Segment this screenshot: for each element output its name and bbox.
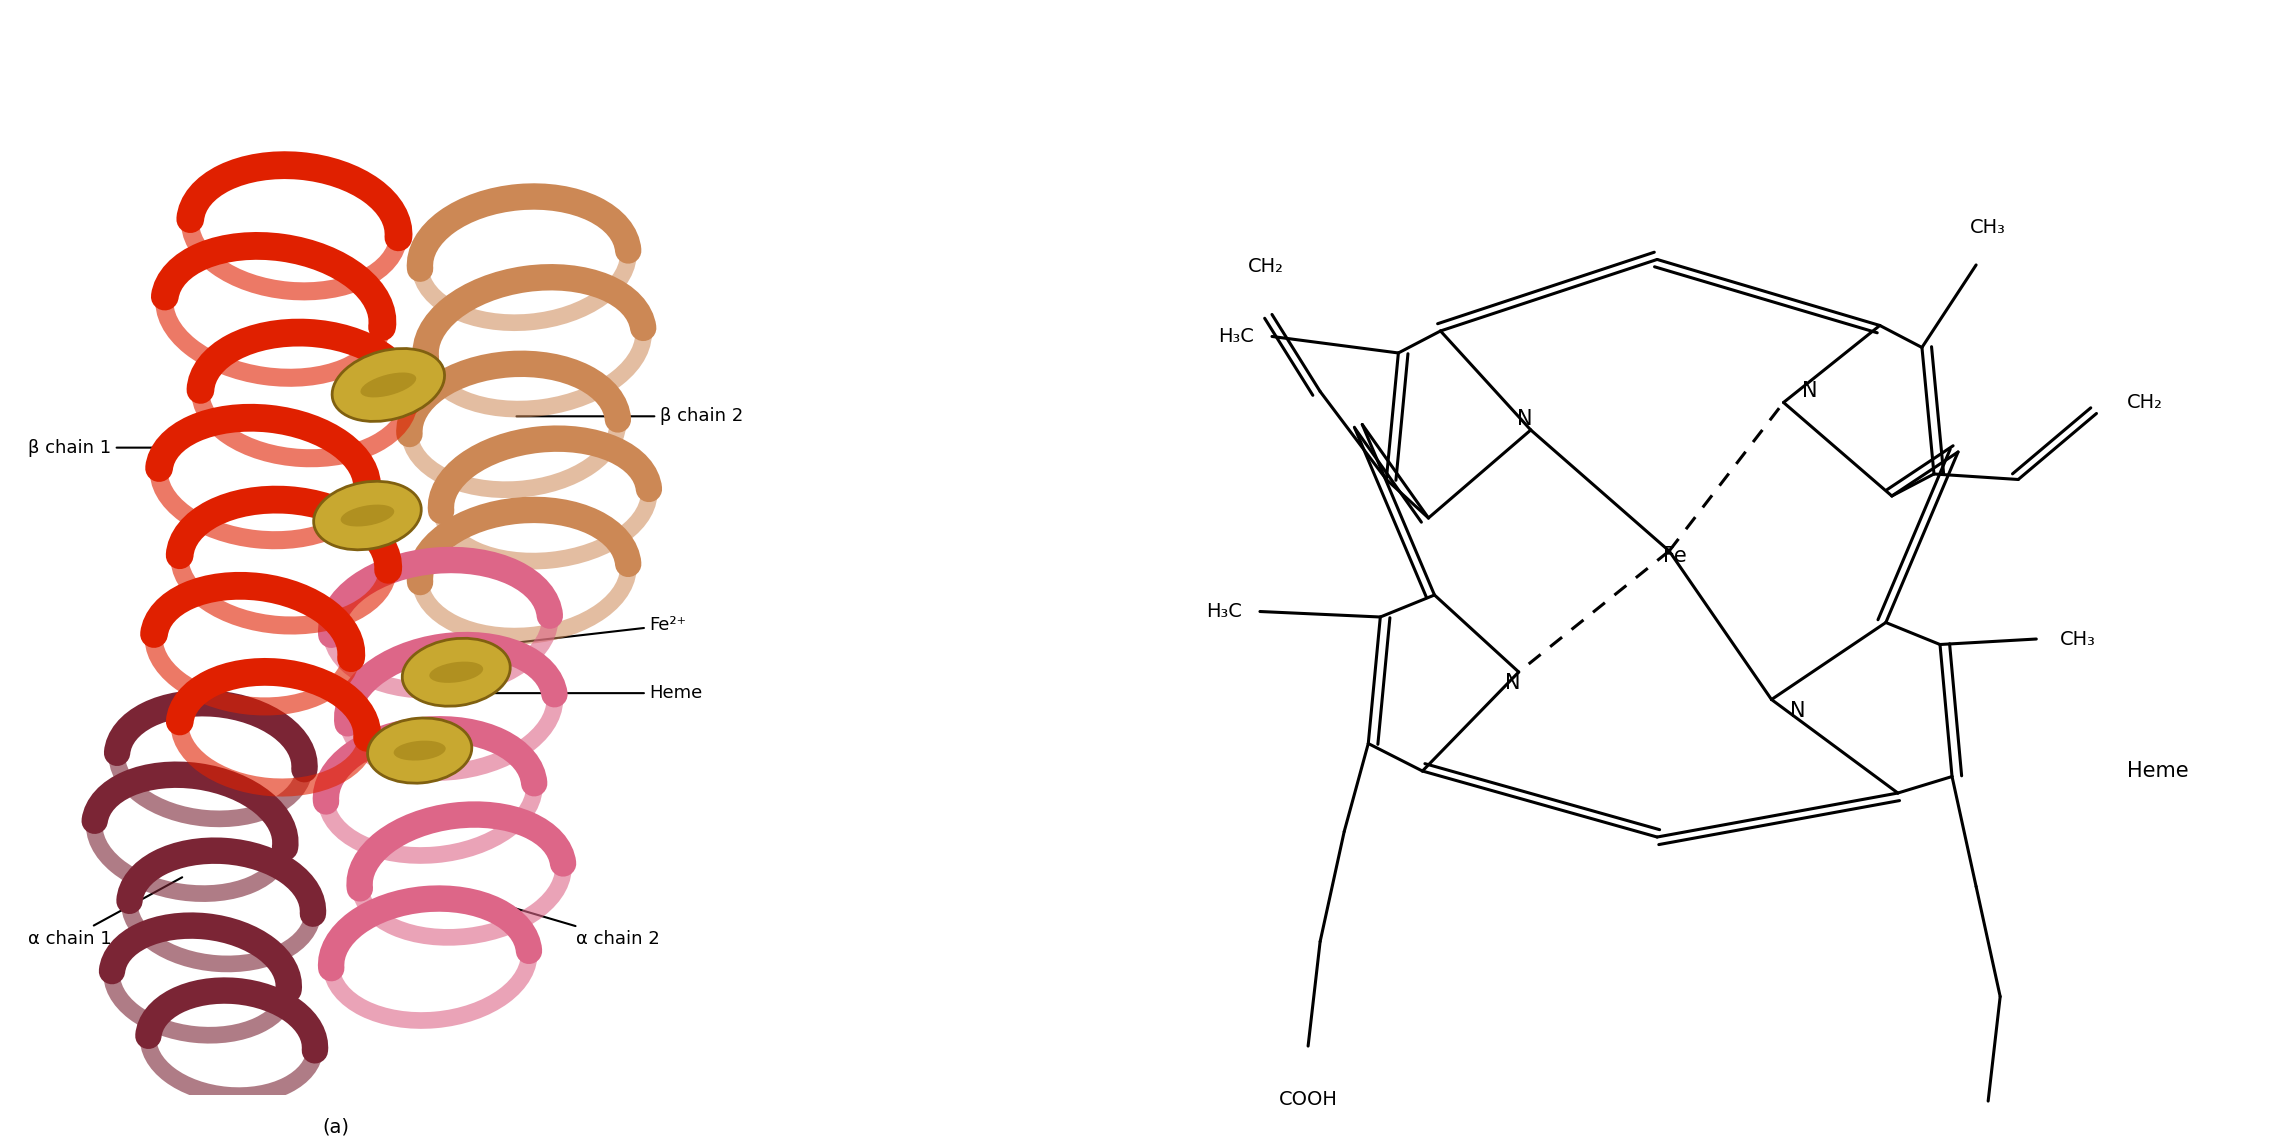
Ellipse shape: [393, 740, 445, 761]
Text: N: N: [1506, 673, 1522, 693]
Text: N: N: [1801, 382, 1817, 401]
Text: Heme: Heme: [2126, 761, 2189, 782]
Text: β chain 1: β chain 1: [27, 439, 182, 456]
Text: Heme: Heme: [434, 684, 702, 702]
Ellipse shape: [313, 481, 420, 550]
Text: Fe: Fe: [1662, 547, 1687, 566]
Text: N: N: [1790, 700, 1805, 721]
Text: Fe²⁺: Fe²⁺: [443, 617, 686, 651]
Text: CH₃: CH₃: [2060, 629, 2096, 649]
Ellipse shape: [341, 504, 395, 526]
Ellipse shape: [368, 719, 472, 783]
Text: COOH: COOH: [1279, 1090, 1338, 1109]
Ellipse shape: [361, 372, 416, 398]
Text: (a): (a): [322, 1117, 350, 1136]
Text: N: N: [1517, 409, 1533, 429]
Ellipse shape: [332, 348, 445, 422]
Text: α chain 1: α chain 1: [27, 878, 182, 948]
Text: CH₂: CH₂: [1249, 257, 1283, 276]
Text: H₃C: H₃C: [1217, 327, 1254, 346]
Ellipse shape: [429, 661, 484, 683]
Text: β chain 2: β chain 2: [516, 407, 743, 425]
Ellipse shape: [402, 638, 511, 706]
Text: H₃C: H₃C: [1206, 602, 1242, 621]
Text: CH₂: CH₂: [2126, 393, 2162, 411]
Text: α chain 2: α chain 2: [443, 887, 661, 948]
Text: CH₃: CH₃: [1971, 219, 2005, 237]
